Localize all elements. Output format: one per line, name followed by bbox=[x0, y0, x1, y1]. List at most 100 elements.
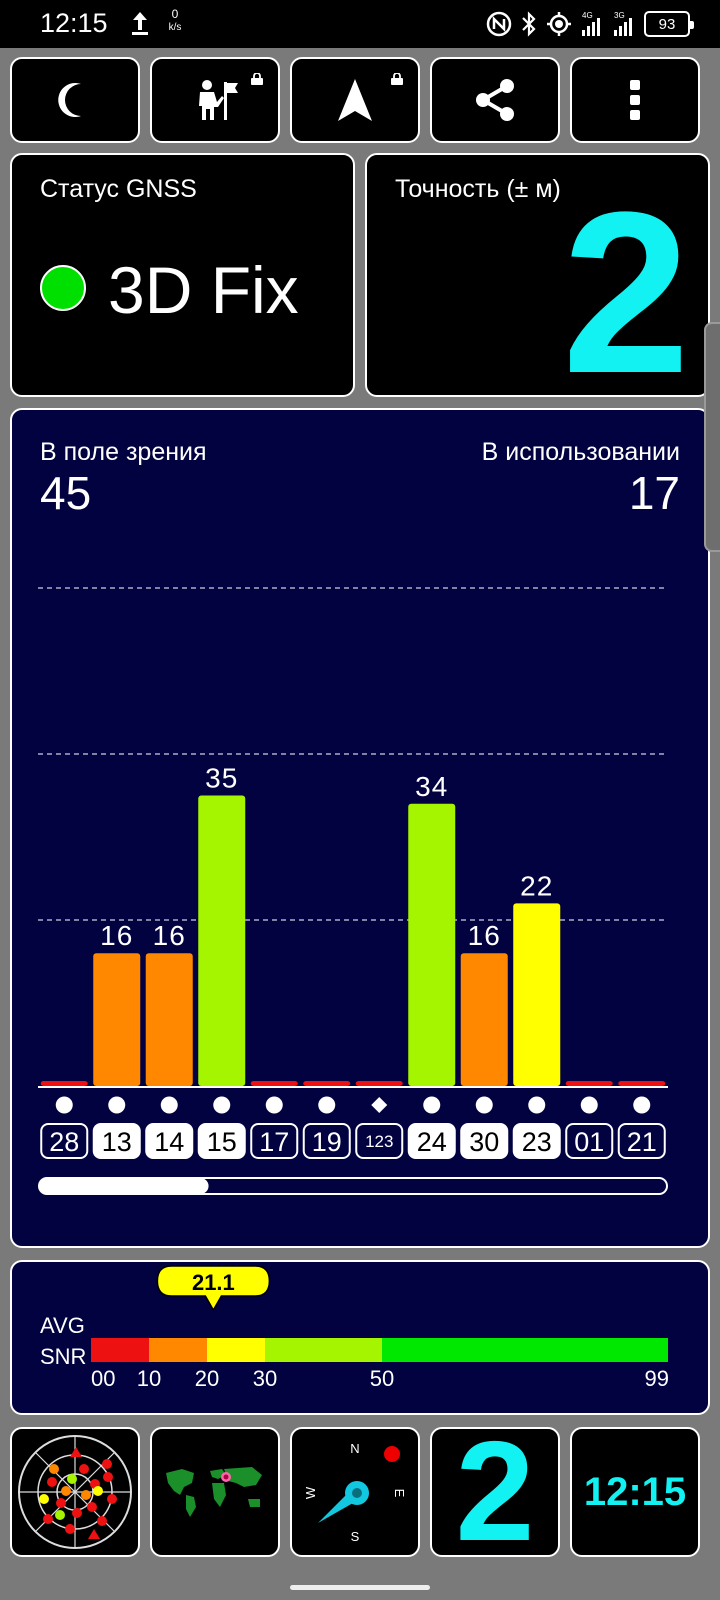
chart-scrollbar-thumb[interactable] bbox=[39, 1178, 209, 1194]
svg-text:N: N bbox=[350, 1441, 359, 1456]
accuracy-widget-value: 2 bbox=[455, 1427, 535, 1557]
satellite-id-label: 30 bbox=[469, 1127, 499, 1157]
satellite-id-label: 01 bbox=[574, 1127, 604, 1157]
avg-snr-label: AVG SNR bbox=[40, 1313, 87, 1369]
svg-text:W: W bbox=[303, 1486, 318, 1499]
satellite-id-label: 17 bbox=[259, 1127, 289, 1157]
signal-4g-icon: 4G bbox=[582, 11, 600, 36]
satellite-id-box[interactable] bbox=[197, 1123, 246, 1159]
status-icons: 4G 3G 93 bbox=[486, 9, 694, 39]
satellite-id-label: 13 bbox=[102, 1127, 132, 1157]
snr-scale-segment bbox=[265, 1338, 382, 1362]
satellite-id-box[interactable] bbox=[512, 1123, 561, 1159]
snr-value-label: 16 bbox=[468, 920, 501, 951]
snr-value-label: 22 bbox=[520, 870, 553, 901]
satellite-id-box[interactable] bbox=[302, 1123, 351, 1159]
snr-bar[interactable] bbox=[618, 1081, 666, 1086]
explorer-mode-button[interactable] bbox=[150, 57, 280, 143]
moon-icon bbox=[58, 83, 81, 117]
toolbar bbox=[10, 57, 710, 143]
world-map-widget[interactable] bbox=[150, 1427, 280, 1557]
in-view-count: 45 bbox=[40, 467, 92, 519]
snr-bar[interactable] bbox=[460, 953, 508, 1086]
sky-view-radar-icon bbox=[18, 1435, 132, 1549]
night-mode-button[interactable] bbox=[10, 57, 140, 143]
fix-status-text: 3D Fix bbox=[108, 253, 299, 327]
svg-text:E: E bbox=[392, 1489, 407, 1498]
accuracy-widget[interactable]: 2 bbox=[430, 1427, 560, 1557]
satellite-id-box[interactable] bbox=[40, 1123, 89, 1159]
snr-bar[interactable] bbox=[565, 1081, 613, 1086]
snr-bar[interactable] bbox=[250, 1081, 298, 1086]
snr-bar[interactable] bbox=[198, 795, 246, 1087]
satellite-id-label: 15 bbox=[207, 1127, 237, 1157]
satellite-id-label: 14 bbox=[154, 1127, 184, 1157]
snr-scale-segment bbox=[207, 1338, 265, 1362]
satellite-id-box[interactable] bbox=[407, 1123, 456, 1159]
status-time: 12:15 bbox=[40, 8, 108, 38]
satellite-id-label: 23 bbox=[522, 1127, 552, 1157]
more-vert-icon bbox=[630, 80, 640, 120]
satellite-id-box[interactable] bbox=[355, 1123, 404, 1159]
satellite-id-label: 21 bbox=[627, 1127, 657, 1157]
accuracy-label: Точность (± м) bbox=[395, 175, 561, 203]
compass-icon: N S E W bbox=[303, 1441, 407, 1544]
navigation-button[interactable] bbox=[290, 57, 420, 143]
gnss-status-label: Статус GNSS bbox=[40, 175, 197, 203]
satellite-id-label: 123 bbox=[365, 1132, 393, 1151]
snr-bar[interactable] bbox=[303, 1081, 351, 1086]
satellite-id-label: 28 bbox=[49, 1127, 79, 1157]
constellation-marker bbox=[528, 1096, 546, 1114]
fix-status-indicator bbox=[40, 265, 86, 311]
accuracy-panel[interactable]: Точность (± м) bbox=[365, 153, 710, 397]
constellation-marker bbox=[265, 1096, 283, 1114]
snr-bar[interactable] bbox=[145, 953, 193, 1086]
svg-text:S: S bbox=[351, 1529, 360, 1544]
svg-text:3G: 3G bbox=[614, 11, 625, 20]
compass-widget[interactable]: N S E W bbox=[290, 1427, 420, 1557]
satellite-id-box[interactable] bbox=[460, 1123, 509, 1159]
share-button[interactable] bbox=[430, 57, 560, 143]
battery-level: 93 bbox=[658, 15, 676, 33]
satellite-snr-chart: 28 16 13 16 14 35 15 17 19 123 34 24 16 30 22 23 01 21 bbox=[38, 587, 668, 1195]
snr-bar[interactable] bbox=[408, 803, 456, 1086]
constellation-marker bbox=[160, 1096, 178, 1114]
sky-view-widget[interactable] bbox=[10, 1427, 140, 1557]
navigation-arrow-icon bbox=[338, 79, 372, 121]
snr-scale-label: 20 bbox=[195, 1366, 219, 1391]
upload-arrow-icon bbox=[132, 12, 148, 35]
snr-scale-segment bbox=[382, 1338, 668, 1362]
satellite-id-box[interactable] bbox=[617, 1123, 666, 1159]
avg-snr-panel: AVG SNR bbox=[10, 1260, 710, 1415]
satellite-id-box[interactable] bbox=[145, 1123, 194, 1159]
snr-value-label: 35 bbox=[205, 763, 238, 794]
signal-3g-icon: 3G bbox=[614, 11, 632, 36]
avg-snr-bubble bbox=[156, 1265, 271, 1312]
constellation-marker bbox=[475, 1096, 493, 1114]
satellite-id-box[interactable] bbox=[565, 1123, 614, 1159]
lock-icon bbox=[251, 73, 263, 85]
clock-widget[interactable]: 12:15 bbox=[570, 1427, 700, 1557]
gnss-status-panel[interactable]: Статус GNSS bbox=[10, 153, 355, 397]
snr-bar[interactable] bbox=[40, 1081, 88, 1086]
net-speed: 0 k/s bbox=[168, 7, 182, 34]
snr-value-label: 34 bbox=[415, 771, 448, 802]
snr-bar[interactable] bbox=[355, 1081, 403, 1086]
snr-scale-segment bbox=[149, 1338, 207, 1362]
more-options-button[interactable] bbox=[570, 57, 700, 143]
nfc-icon bbox=[486, 11, 512, 37]
snr-bar[interactable] bbox=[93, 953, 141, 1086]
satellite-id-box[interactable] bbox=[250, 1123, 299, 1159]
snr-bar[interactable] bbox=[513, 903, 561, 1086]
clock-widget-time: 12:15 bbox=[583, 1470, 687, 1514]
world-map-icon bbox=[166, 1467, 262, 1517]
location-target-icon bbox=[547, 12, 571, 36]
avg-snr-value: 21.1 bbox=[192, 1270, 235, 1295]
constellation-marker bbox=[213, 1096, 231, 1114]
avg-snr-scale: 00 10 20 30 50 99 21.1 bbox=[91, 1265, 669, 1391]
constellation-marker bbox=[55, 1096, 73, 1114]
status-bar: 12:15 0 k/s 4G 3G 93 bbox=[0, 0, 720, 48]
side-panel-handle[interactable] bbox=[704, 322, 720, 552]
home-indicator[interactable] bbox=[290, 1585, 430, 1590]
satellite-id-box[interactable] bbox=[92, 1123, 141, 1159]
